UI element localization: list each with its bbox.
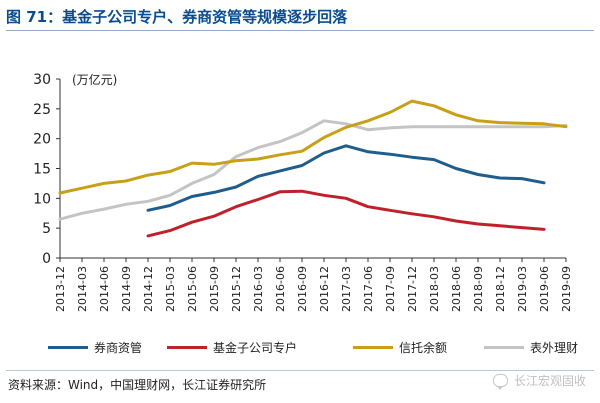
x-tick-label: 2017-12 xyxy=(406,266,419,312)
x-tick-label: 2014-09 xyxy=(120,266,133,312)
y-tick-label: 15 xyxy=(33,162,51,178)
x-tick-label: 2018-12 xyxy=(494,266,507,312)
chart-legend: 券商资管 基金子公司专户 信托余额 表外理财 xyxy=(48,339,600,355)
legend-item: 表外理财 xyxy=(484,339,578,356)
x-tick-label: 2019-03 xyxy=(516,266,529,312)
x-tick-label: 2014-12 xyxy=(142,266,155,312)
y-tick-label: 5 xyxy=(42,221,51,237)
chat-bubble-icon xyxy=(492,374,508,390)
x-tick-label: 2017-03 xyxy=(340,266,353,312)
x-tick-label: 2018-03 xyxy=(428,266,441,312)
legend-label: 券商资管 xyxy=(94,341,143,355)
figure-title: 图 71：基金子公司专户、券商资管等规模逐步回落 xyxy=(6,8,348,26)
x-tick-label: 2016-06 xyxy=(274,266,287,312)
x-tick-label: 2016-12 xyxy=(318,266,331,312)
x-tick-label: 2015-12 xyxy=(230,266,243,312)
x-tick-label: 2017-09 xyxy=(384,266,397,312)
series-line-3 xyxy=(58,119,568,221)
y-tick-label: 10 xyxy=(33,191,51,207)
x-tick-label: 2018-09 xyxy=(472,266,485,312)
series-line-2 xyxy=(58,99,568,195)
x-tick-label: 2015-03 xyxy=(164,266,177,312)
x-tick-label: 2014-03 xyxy=(76,266,89,312)
x-tick-label: 2017-06 xyxy=(362,266,375,312)
watermark-text: 长江宏观固收 xyxy=(513,374,586,388)
legend-item: 券商资管 xyxy=(48,339,142,356)
x-tick-label: 2015-06 xyxy=(186,266,199,312)
legend-item: 基金子公司专户 xyxy=(167,339,297,356)
title-divider xyxy=(6,30,594,31)
source-note: 资料来源：Wind，中国理财网，长江证券研究所 xyxy=(8,378,267,392)
legend-swatch xyxy=(484,346,524,349)
legend-item: 信托余额 xyxy=(353,339,447,356)
y-tick-label: 0 xyxy=(42,251,51,267)
series-line-1 xyxy=(146,189,546,238)
y-tick-label: 30 xyxy=(33,72,51,88)
x-tick-label: 2016-03 xyxy=(252,266,265,312)
y-tick-label: 20 xyxy=(33,132,51,148)
legend-label: 信托余额 xyxy=(399,341,448,355)
y-axis-unit-label: (万亿元) xyxy=(72,72,117,87)
x-tick-label: 2014-06 xyxy=(98,266,111,312)
series-line-0 xyxy=(146,144,546,212)
x-tick-label: 2019-06 xyxy=(538,266,551,312)
x-tick-label: 2015-09 xyxy=(208,266,221,312)
legend-label: 表外理财 xyxy=(530,341,579,355)
legend-swatch xyxy=(353,346,393,349)
x-tick-label: 2016-09 xyxy=(296,266,309,312)
legend-label: 基金子公司专户 xyxy=(213,341,298,355)
watermark: 长江宏观固收 xyxy=(492,372,586,390)
x-tick-label: 2019-09 xyxy=(560,266,573,312)
legend-swatch xyxy=(167,346,207,349)
y-tick-label: 25 xyxy=(33,102,51,118)
source-divider xyxy=(6,370,594,371)
legend-swatch xyxy=(48,346,88,349)
x-tick-label: 2018-06 xyxy=(450,266,463,312)
x-tick-label: 2013-12 xyxy=(54,266,67,312)
